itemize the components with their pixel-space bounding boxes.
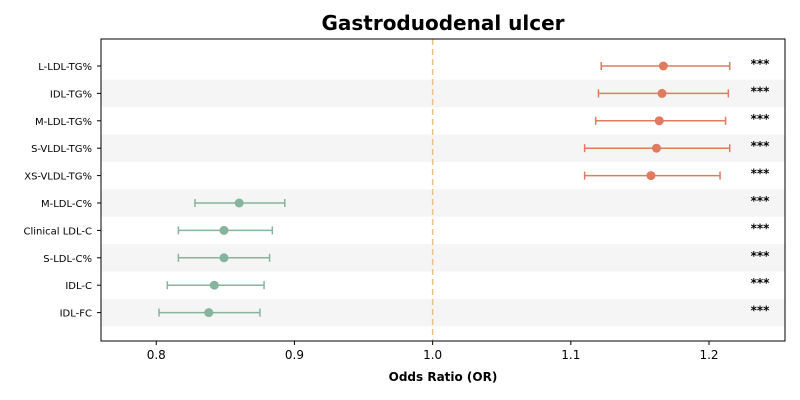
- or-point: [657, 88, 667, 98]
- y-tick-label: IDL-FC: [60, 309, 92, 320]
- y-tick-label: M-LDL-C%: [41, 199, 92, 210]
- or-point: [654, 116, 664, 126]
- x-axis-label: Odds Ratio (OR): [389, 370, 498, 384]
- significance-label: ***: [751, 57, 771, 71]
- or-point: [234, 198, 244, 208]
- y-tick-label: S-LDL-C%: [43, 254, 92, 265]
- x-axis: 0.8 0.9 1.0 1.1 1.2: [147, 341, 719, 362]
- y-tick-label: Clinical LDL-C: [24, 226, 93, 237]
- y-labels: L-LDL-TG% IDL-TG% M-LDL-TG% S-VLDL-TG% XS-VL…: [24, 62, 101, 320]
- significance-labels: *** *** *** *** *** *** *** *** *** ***: [751, 57, 771, 318]
- x-tick-label: 0.8: [147, 348, 166, 362]
- y-tick-label: S-VLDL-TG%: [31, 144, 92, 155]
- or-point: [651, 143, 661, 153]
- chart-title: Gastroduodenal ulcer: [321, 11, 564, 35]
- y-tick-label: IDL-TG%: [50, 89, 92, 100]
- or-point: [219, 225, 229, 235]
- significance-label: ***: [751, 304, 771, 318]
- significance-label: ***: [751, 221, 771, 235]
- significance-label: ***: [751, 84, 771, 98]
- x-tick-label: 1.0: [423, 348, 442, 362]
- y-tick-label: XS-VLDL-TG%: [24, 172, 92, 183]
- x-tick-label: 0.9: [285, 348, 304, 362]
- y-tick-label: IDL-C: [65, 281, 92, 292]
- significance-label: ***: [751, 167, 771, 181]
- or-point: [209, 280, 219, 290]
- y-tick-label: L-LDL-TG%: [38, 62, 92, 73]
- significance-label: ***: [751, 194, 771, 208]
- x-tick-label: 1.2: [699, 348, 718, 362]
- or-point: [646, 171, 656, 181]
- significance-label: ***: [751, 249, 771, 263]
- or-point: [219, 253, 229, 263]
- significance-label: ***: [751, 276, 771, 290]
- x-tick-label: 1.1: [561, 348, 580, 362]
- or-point: [204, 308, 214, 318]
- y-tick-label: M-LDL-TG%: [35, 117, 92, 128]
- significance-label: ***: [751, 139, 771, 153]
- plot-frame: [100, 38, 786, 342]
- significance-label: ***: [751, 112, 771, 126]
- or-point: [658, 61, 668, 71]
- data-marks: [158, 61, 731, 318]
